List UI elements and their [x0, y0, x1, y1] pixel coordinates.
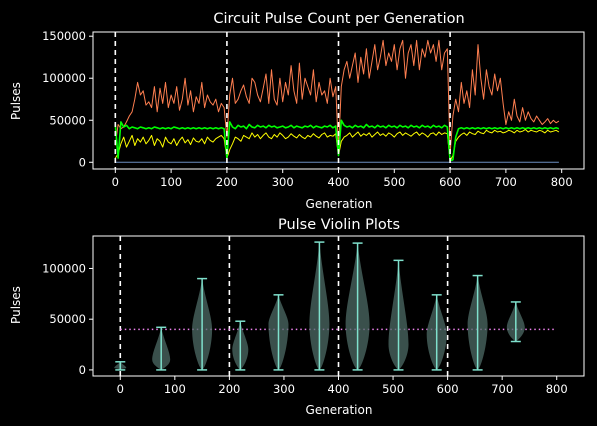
x-tick-label: 200: [218, 382, 240, 396]
violin: [114, 361, 127, 371]
x-tick-label: 600: [439, 175, 461, 189]
x-tick-label: 100: [164, 382, 186, 396]
x-tick-label: 300: [272, 175, 294, 189]
x-tick-label: 300: [273, 382, 295, 396]
y-tick-label: 0: [79, 363, 86, 377]
violin: [152, 326, 171, 371]
x-tick-label: 0: [112, 175, 119, 189]
x-tick-label: 500: [383, 175, 405, 189]
chart-title: Circuit Pulse Count per Generation: [213, 11, 464, 27]
x-tick-label: 100: [160, 175, 182, 189]
vline-group: [114, 32, 451, 169]
y-axis-label: Pulses: [9, 286, 23, 324]
x-tick-label: 700: [495, 175, 517, 189]
violin-chart: Pulse Violin Plots 0 100 200 300 400 500 600 70…: [9, 217, 585, 417]
y-ticks: 0 50000 100000 150000: [42, 29, 93, 169]
x-tick-label: 200: [216, 175, 238, 189]
violin: [192, 277, 213, 371]
y-ticks: 0 50000 100000: [42, 261, 93, 377]
line-chart: Circuit Pulse Count per Generation 0 100 2…: [9, 11, 585, 211]
y-tick-label: 150000: [42, 29, 86, 43]
series-group: [114, 39, 560, 163]
y-tick-label: 50000: [49, 113, 86, 127]
y-tick-label: 50000: [49, 312, 86, 326]
chart-title: Pulse Violin Plots: [278, 217, 400, 233]
x-tick-label: 600: [437, 382, 459, 396]
violin-group: [114, 241, 525, 371]
violin: [388, 259, 409, 371]
y-tick-label: 0: [79, 155, 86, 169]
x-tick-label: 0: [117, 382, 124, 396]
x-tick-label: 800: [546, 382, 568, 396]
violin: [467, 274, 488, 371]
violin: [232, 320, 249, 371]
violin: [426, 294, 447, 371]
x-tick-label: 400: [328, 175, 350, 189]
series-line-1: [114, 39, 560, 155]
y-tick-label: 100000: [42, 261, 86, 275]
x-ticks: 0 100 200 300 400 500 600 700 800: [112, 169, 573, 189]
violin: [268, 294, 289, 371]
x-axis-label: Generation: [306, 197, 373, 211]
x-tick-label: 700: [491, 382, 513, 396]
x-tick-label: 500: [382, 382, 404, 396]
x-tick-label: 400: [328, 382, 350, 396]
violin: [506, 301, 525, 343]
violin: [345, 242, 370, 371]
x-ticks: 0 100 200 300 400 500 600 700 800: [117, 376, 568, 396]
y-tick-label: 100000: [42, 71, 86, 85]
violin: [309, 241, 330, 371]
x-axis-label: Generation: [306, 403, 373, 417]
series-line-3: [114, 119, 560, 162]
y-axis-label: Pulses: [9, 82, 23, 120]
x-tick-label: 800: [551, 175, 573, 189]
